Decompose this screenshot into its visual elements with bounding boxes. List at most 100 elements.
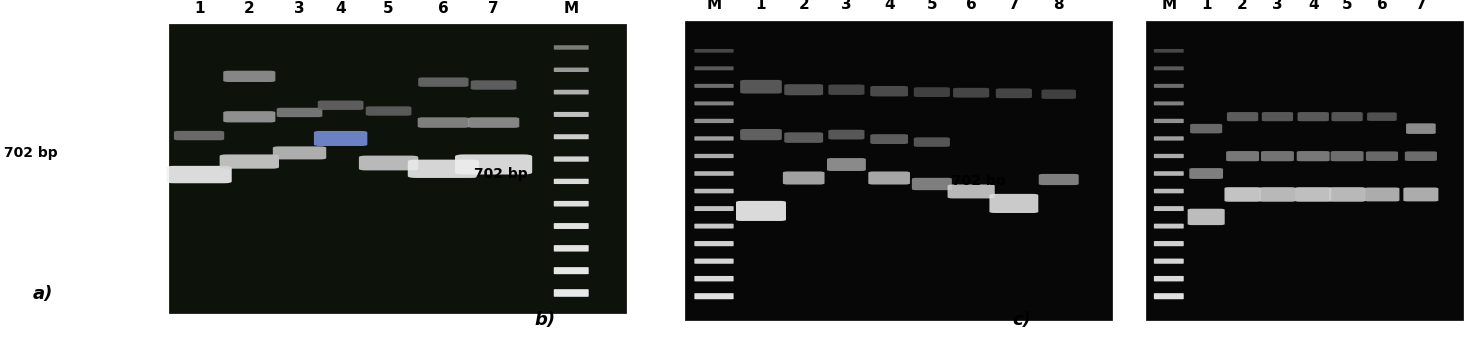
FancyBboxPatch shape [990,194,1038,213]
Text: 5: 5 [927,0,937,12]
FancyBboxPatch shape [1259,187,1296,202]
FancyBboxPatch shape [318,101,364,110]
FancyBboxPatch shape [947,184,994,198]
Text: 2: 2 [245,1,255,16]
FancyBboxPatch shape [996,88,1033,98]
FancyBboxPatch shape [1153,206,1184,211]
FancyBboxPatch shape [694,259,734,264]
FancyBboxPatch shape [784,84,823,95]
Text: 2: 2 [1237,0,1248,12]
FancyBboxPatch shape [1153,119,1184,123]
FancyBboxPatch shape [1041,89,1075,99]
Text: c): c) [1012,311,1031,329]
FancyBboxPatch shape [418,78,468,87]
FancyBboxPatch shape [828,130,865,140]
FancyBboxPatch shape [739,129,782,140]
Text: M: M [564,1,579,16]
FancyBboxPatch shape [359,156,418,171]
FancyBboxPatch shape [554,289,589,297]
FancyBboxPatch shape [1187,209,1224,225]
FancyBboxPatch shape [554,45,589,50]
FancyBboxPatch shape [1227,112,1258,121]
FancyBboxPatch shape [365,106,411,116]
FancyBboxPatch shape [694,276,734,282]
FancyBboxPatch shape [1190,124,1223,133]
Text: 1: 1 [1200,0,1211,12]
FancyBboxPatch shape [1153,66,1184,70]
Text: 4: 4 [884,0,894,12]
Bar [1146,21,1463,320]
FancyBboxPatch shape [554,90,589,94]
FancyBboxPatch shape [554,156,589,162]
Text: M: M [707,0,722,12]
FancyBboxPatch shape [174,131,224,140]
Text: 702 bp: 702 bp [4,146,57,160]
FancyBboxPatch shape [1367,112,1396,121]
FancyBboxPatch shape [912,178,952,190]
Text: 8: 8 [1053,0,1064,12]
FancyBboxPatch shape [736,201,787,221]
Text: 7: 7 [1009,0,1019,12]
FancyBboxPatch shape [694,154,734,158]
FancyBboxPatch shape [694,224,734,229]
FancyBboxPatch shape [694,171,734,176]
FancyBboxPatch shape [1153,84,1184,88]
FancyBboxPatch shape [868,172,910,184]
Bar [169,24,626,313]
FancyBboxPatch shape [554,245,589,252]
FancyBboxPatch shape [471,80,517,90]
FancyBboxPatch shape [739,80,782,94]
FancyBboxPatch shape [1038,174,1078,185]
FancyBboxPatch shape [1189,168,1223,179]
FancyBboxPatch shape [1153,276,1184,282]
FancyBboxPatch shape [1262,112,1293,121]
FancyBboxPatch shape [1153,241,1184,246]
Text: 2: 2 [798,0,809,12]
Text: M: M [1161,0,1177,12]
FancyBboxPatch shape [554,179,589,184]
Text: 7: 7 [488,1,499,16]
FancyBboxPatch shape [1332,112,1363,121]
Text: 6: 6 [1377,0,1388,12]
FancyBboxPatch shape [224,111,275,122]
Text: 3: 3 [295,1,305,16]
FancyBboxPatch shape [694,101,734,105]
FancyBboxPatch shape [1153,189,1184,193]
FancyBboxPatch shape [953,88,990,97]
FancyBboxPatch shape [784,132,823,143]
FancyBboxPatch shape [1296,151,1330,161]
FancyBboxPatch shape [554,68,589,72]
FancyBboxPatch shape [314,131,367,146]
FancyBboxPatch shape [782,172,825,184]
FancyBboxPatch shape [826,158,866,171]
FancyBboxPatch shape [1153,49,1184,53]
FancyBboxPatch shape [554,267,589,274]
FancyBboxPatch shape [1405,151,1438,161]
Text: 1: 1 [756,0,766,12]
FancyBboxPatch shape [1329,187,1365,202]
FancyBboxPatch shape [1330,151,1364,161]
FancyBboxPatch shape [1226,151,1259,161]
FancyBboxPatch shape [1153,259,1184,264]
FancyBboxPatch shape [913,137,950,147]
FancyBboxPatch shape [694,189,734,193]
FancyBboxPatch shape [694,136,734,141]
Bar [685,21,1112,320]
Text: b): b) [535,311,555,329]
FancyBboxPatch shape [871,134,907,144]
FancyBboxPatch shape [1404,188,1438,201]
FancyBboxPatch shape [1364,188,1399,201]
Text: 3: 3 [1273,0,1283,12]
FancyBboxPatch shape [694,241,734,246]
FancyBboxPatch shape [694,49,734,53]
FancyBboxPatch shape [1295,187,1332,202]
FancyBboxPatch shape [468,117,520,128]
FancyBboxPatch shape [913,87,950,97]
FancyBboxPatch shape [1261,151,1293,161]
Text: 5: 5 [383,1,393,16]
FancyBboxPatch shape [828,85,865,95]
FancyBboxPatch shape [871,86,907,96]
Text: 1: 1 [194,1,205,16]
FancyBboxPatch shape [694,119,734,123]
FancyBboxPatch shape [166,166,231,183]
